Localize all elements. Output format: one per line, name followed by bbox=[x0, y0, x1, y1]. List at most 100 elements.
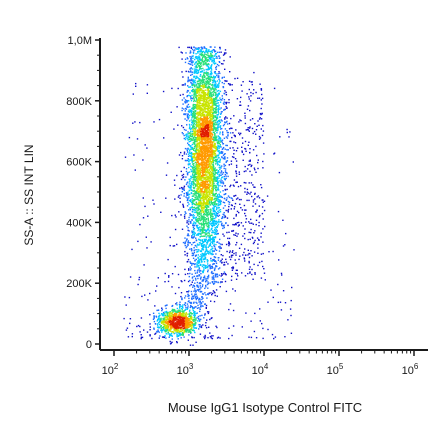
event-point bbox=[136, 325, 138, 328]
event-point bbox=[219, 159, 221, 162]
event-point bbox=[186, 106, 188, 108]
event-point bbox=[131, 333, 134, 335]
event-point bbox=[193, 49, 195, 52]
event-point bbox=[209, 189, 211, 192]
event-point bbox=[196, 105, 198, 107]
event-point bbox=[192, 279, 194, 281]
event-point bbox=[191, 317, 193, 319]
event-point bbox=[193, 132, 195, 135]
event-point bbox=[186, 252, 189, 255]
event-point bbox=[203, 267, 205, 269]
event-point bbox=[195, 96, 197, 98]
event-point bbox=[262, 228, 264, 230]
event-point bbox=[213, 224, 215, 227]
event-point bbox=[260, 277, 263, 279]
event-point bbox=[197, 107, 199, 109]
event-point bbox=[184, 268, 186, 271]
event-point bbox=[214, 200, 217, 202]
event-point bbox=[190, 283, 192, 286]
event-point bbox=[217, 73, 219, 75]
event-point bbox=[194, 197, 197, 199]
event-point bbox=[218, 85, 220, 87]
event-point bbox=[190, 90, 193, 92]
event-point bbox=[224, 170, 227, 172]
event-point bbox=[187, 291, 189, 293]
event-point bbox=[196, 195, 198, 197]
event-point bbox=[232, 132, 234, 134]
event-point bbox=[186, 95, 188, 98]
event-point bbox=[233, 206, 236, 208]
event-point bbox=[211, 168, 214, 170]
event-point bbox=[213, 278, 215, 281]
event-point bbox=[197, 146, 199, 148]
event-point bbox=[218, 92, 220, 94]
event-point bbox=[215, 196, 217, 198]
event-point bbox=[216, 142, 219, 144]
event-point bbox=[212, 160, 214, 162]
event-point bbox=[205, 279, 207, 281]
event-point bbox=[197, 86, 199, 89]
event-point bbox=[202, 197, 204, 200]
event-point bbox=[216, 90, 218, 92]
event-point bbox=[206, 191, 209, 193]
event-point bbox=[216, 177, 218, 179]
event-point bbox=[255, 129, 258, 131]
event-point bbox=[228, 196, 231, 199]
event-point bbox=[199, 324, 201, 326]
event-point bbox=[179, 305, 181, 307]
event-point bbox=[192, 190, 195, 192]
event-point bbox=[212, 247, 214, 250]
event-point bbox=[199, 228, 201, 230]
event-point bbox=[174, 184, 176, 186]
event-point bbox=[205, 51, 207, 53]
event-point bbox=[262, 252, 264, 255]
event-point bbox=[202, 87, 204, 89]
event-point bbox=[189, 209, 192, 211]
event-point bbox=[240, 132, 242, 135]
event-point bbox=[259, 214, 261, 217]
event-point bbox=[167, 280, 170, 283]
event-point bbox=[216, 326, 218, 329]
event-point bbox=[210, 101, 212, 103]
event-point bbox=[233, 217, 235, 220]
event-point bbox=[217, 268, 220, 270]
event-point bbox=[198, 94, 201, 96]
event-point bbox=[201, 270, 204, 273]
event-point bbox=[196, 302, 198, 304]
event-point bbox=[173, 179, 176, 181]
event-point bbox=[181, 333, 184, 335]
event-point bbox=[217, 114, 219, 116]
event-point bbox=[200, 223, 202, 225]
event-point bbox=[194, 272, 197, 274]
event-point bbox=[193, 189, 196, 192]
event-point bbox=[243, 170, 245, 173]
event-point bbox=[187, 227, 189, 229]
event-point bbox=[242, 159, 244, 161]
event-point bbox=[202, 254, 204, 256]
event-point bbox=[208, 162, 211, 165]
event-point bbox=[196, 270, 199, 272]
event-point bbox=[185, 176, 187, 178]
event-point bbox=[205, 284, 207, 287]
event-point bbox=[192, 103, 195, 106]
event-point bbox=[206, 48, 208, 51]
event-point bbox=[209, 238, 211, 240]
event-point bbox=[218, 119, 221, 121]
event-point bbox=[217, 140, 219, 142]
event-point bbox=[188, 242, 190, 244]
event-point bbox=[229, 140, 231, 143]
event-point bbox=[211, 107, 213, 109]
event-point bbox=[124, 296, 126, 298]
event-point bbox=[221, 261, 223, 264]
event-point bbox=[196, 265, 198, 267]
event-point bbox=[170, 328, 172, 330]
event-point bbox=[247, 129, 250, 131]
event-point bbox=[224, 185, 226, 187]
event-point bbox=[212, 263, 215, 265]
event-point bbox=[224, 164, 227, 167]
event-point bbox=[164, 314, 167, 317]
event-point bbox=[207, 224, 210, 227]
event-point bbox=[202, 324, 204, 326]
event-point bbox=[191, 198, 193, 200]
event-point bbox=[205, 278, 207, 280]
